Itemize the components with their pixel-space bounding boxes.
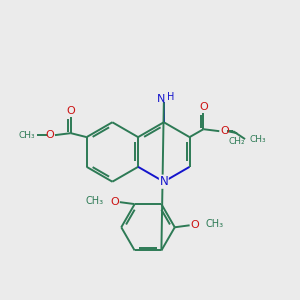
Text: O: O	[66, 106, 75, 116]
Text: CH₃: CH₃	[206, 219, 224, 229]
Text: CH₃: CH₃	[19, 130, 35, 140]
Text: N: N	[160, 175, 168, 188]
Text: CH₃: CH₃	[249, 135, 266, 144]
Text: H: H	[167, 92, 175, 101]
Text: O: O	[220, 126, 229, 136]
Text: O: O	[45, 130, 54, 140]
Text: CH₃: CH₃	[86, 196, 104, 206]
Text: CH₂: CH₂	[229, 136, 245, 146]
Text: O: O	[199, 102, 208, 112]
Text: O: O	[190, 220, 200, 230]
Text: O: O	[110, 197, 119, 207]
Text: N: N	[157, 94, 165, 104]
